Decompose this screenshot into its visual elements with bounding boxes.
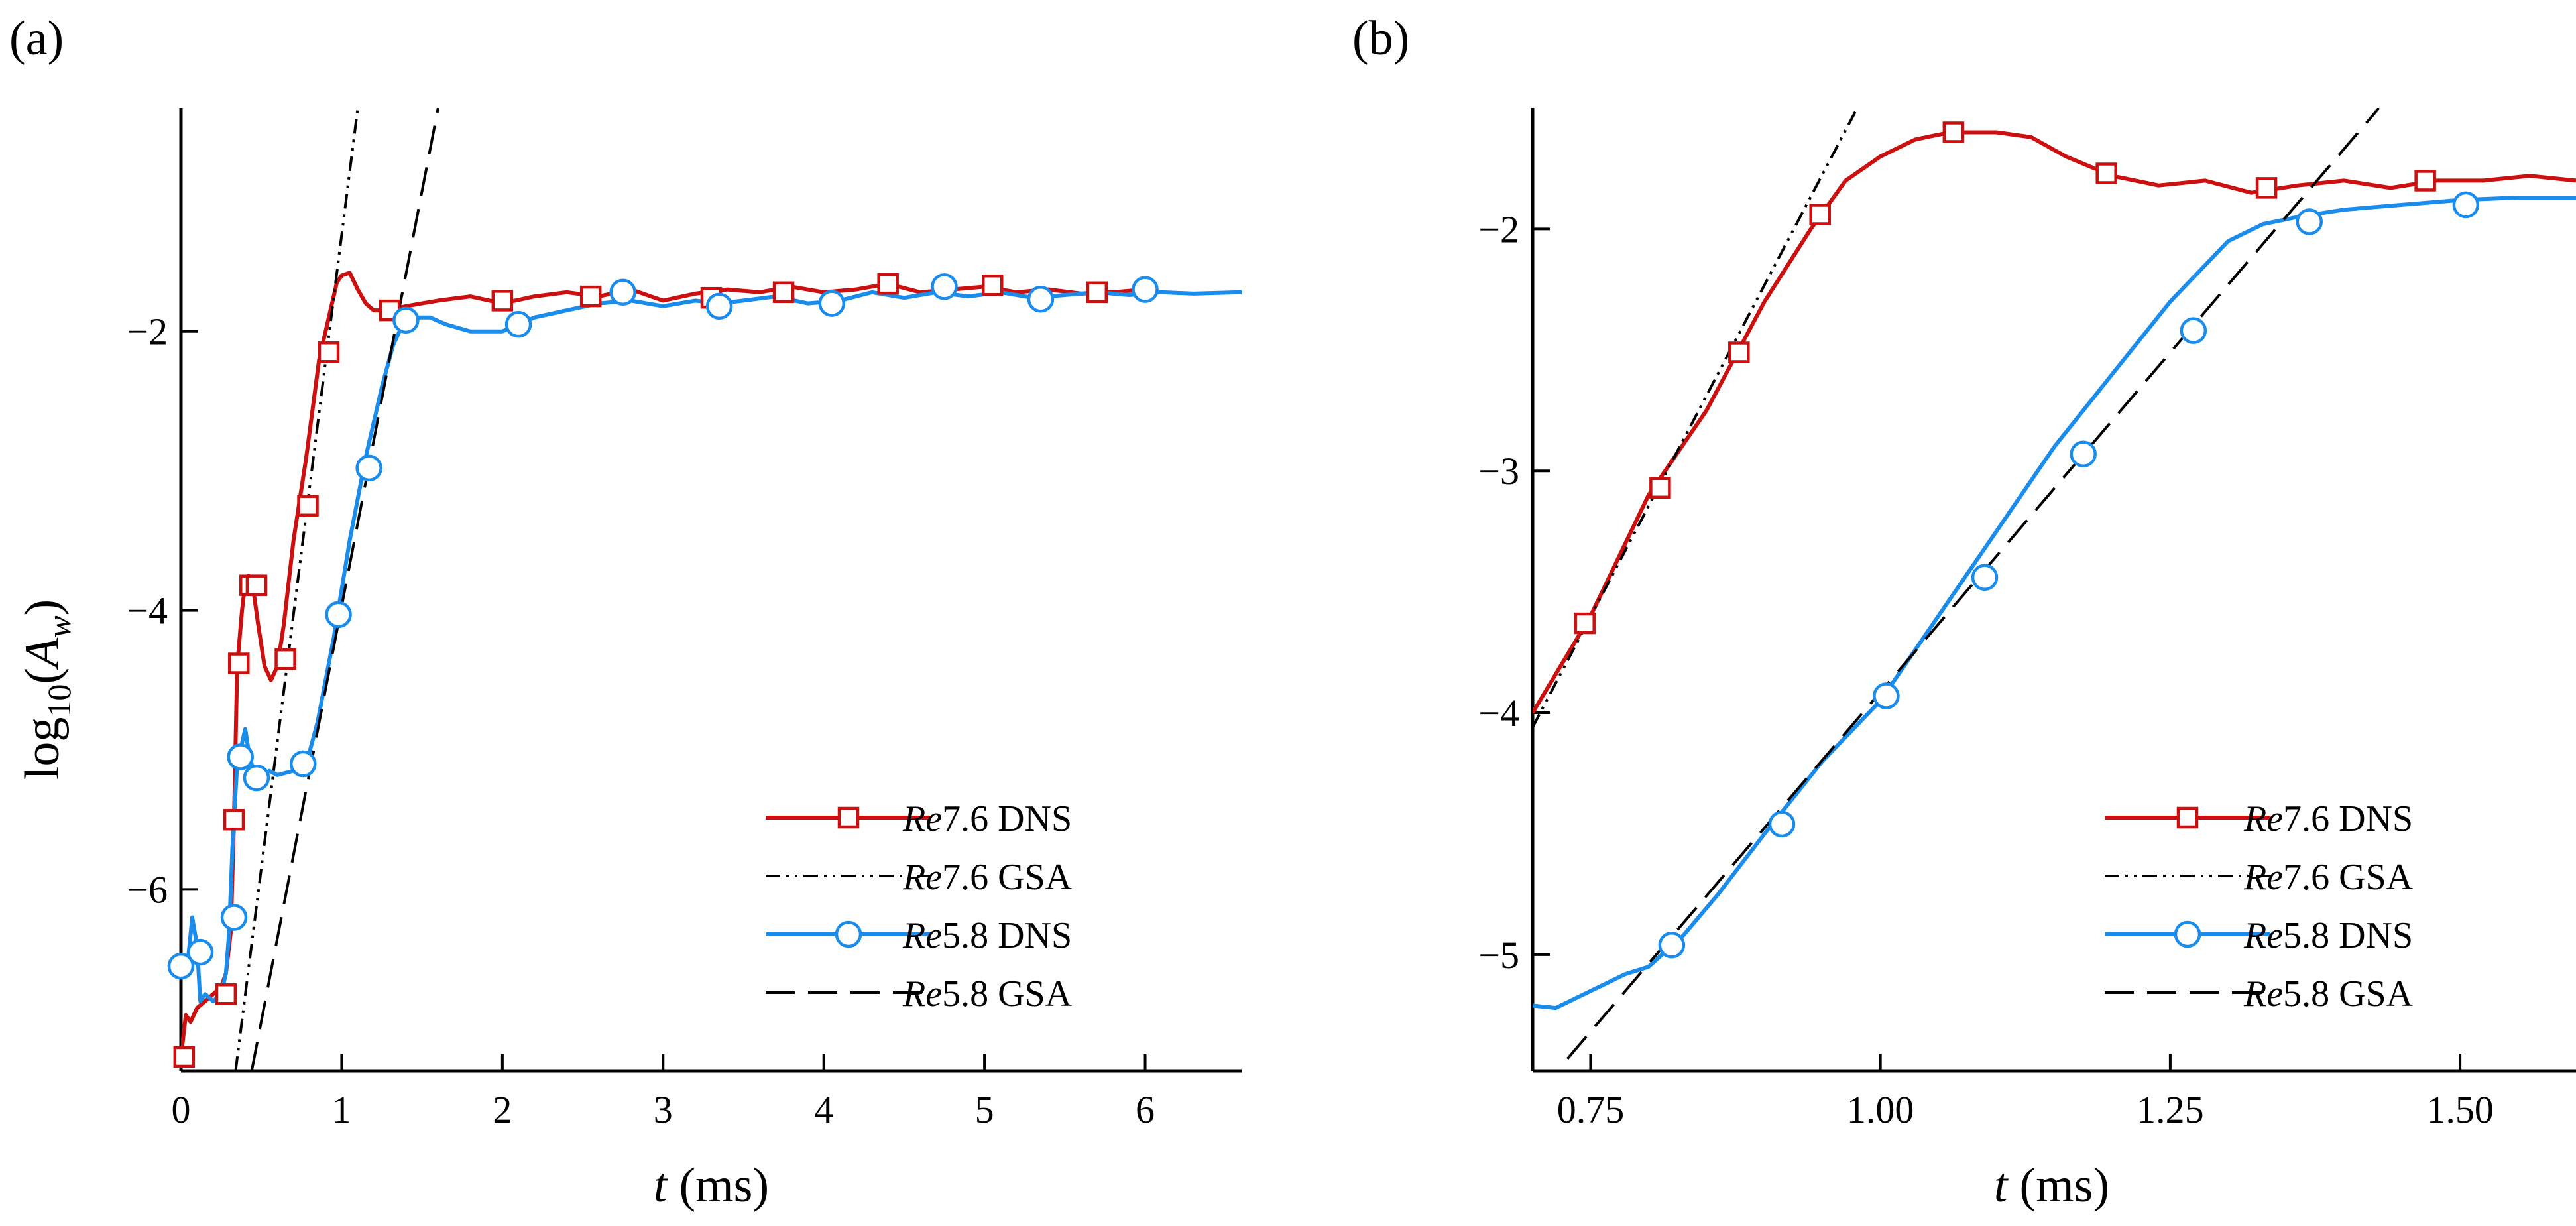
legend-label: Re5.8 GSA bbox=[902, 973, 1073, 1014]
x-axis-label-a: t (ms) bbox=[654, 1158, 769, 1213]
y-tick-label: −5 bbox=[1478, 934, 1519, 977]
series-marker bbox=[186, 938, 214, 966]
series-marker bbox=[220, 904, 248, 931]
series-marker bbox=[355, 454, 382, 482]
panel-b-label: (b) bbox=[1352, 11, 1409, 66]
series-marker bbox=[772, 281, 795, 304]
series-line bbox=[1533, 108, 1859, 728]
y-tick-label: −4 bbox=[1478, 692, 1519, 735]
y-tick-label: −6 bbox=[127, 868, 168, 911]
plot-area bbox=[1533, 108, 2576, 1060]
y-tick-label: −4 bbox=[127, 589, 168, 633]
x-tick-label: 5 bbox=[975, 1088, 994, 1131]
series-line bbox=[1533, 196, 2576, 1011]
series-marker bbox=[1027, 286, 1055, 313]
series-marker bbox=[705, 292, 733, 320]
y-axis-label: log10(Aw) bbox=[15, 599, 78, 780]
series-marker bbox=[223, 808, 245, 831]
series-marker bbox=[579, 285, 602, 308]
series-marker bbox=[931, 273, 958, 300]
x-tick-label: 6 bbox=[1136, 1088, 1155, 1131]
series-marker bbox=[289, 750, 317, 778]
y-tick-label: −3 bbox=[1478, 450, 1519, 493]
series-marker bbox=[504, 310, 532, 338]
series-marker bbox=[245, 574, 268, 596]
x-tick-label: 1.50 bbox=[2426, 1088, 2494, 1131]
series-marker bbox=[609, 278, 636, 306]
legend-label: Re7.6 DNS bbox=[2243, 798, 2413, 839]
legend-marker bbox=[835, 920, 862, 948]
series-line bbox=[181, 290, 1242, 1003]
series-marker bbox=[1086, 281, 1108, 304]
series-marker bbox=[2414, 170, 2436, 192]
x-tick-label: 1.00 bbox=[1847, 1088, 1914, 1131]
x-tick-label: 2 bbox=[493, 1088, 512, 1131]
y-tick-label: −2 bbox=[127, 310, 168, 353]
panel-a-label: (a) bbox=[9, 11, 64, 66]
legend-label: Re5.8 DNS bbox=[2243, 915, 2413, 956]
x-tick-label: 1.25 bbox=[2137, 1088, 2204, 1131]
series-marker bbox=[1658, 932, 1686, 959]
series-marker bbox=[392, 306, 420, 334]
x-tick-label: 0.75 bbox=[1557, 1088, 1625, 1131]
series-marker bbox=[877, 273, 899, 295]
series-marker bbox=[1649, 477, 1671, 499]
series-marker bbox=[1574, 612, 1596, 635]
legend-b: Re7.6 DNS Re7.6 GSA Re5.8 DNS Re5.8 GSA bbox=[2105, 798, 2414, 1014]
series-marker bbox=[1132, 276, 1159, 303]
series-marker bbox=[325, 601, 352, 629]
y-tick-label: −2 bbox=[1478, 208, 1519, 251]
legend-a: Re7.6 DNS Re7.6 GSA Re5.8 DNS Re5.8 GSA bbox=[766, 798, 1073, 1014]
series-marker bbox=[1873, 682, 1900, 709]
plot-area bbox=[181, 108, 1242, 1071]
series-marker bbox=[1809, 204, 1831, 225]
series-marker bbox=[2452, 191, 2480, 219]
series-marker bbox=[981, 275, 1004, 296]
series-line bbox=[1533, 130, 2576, 714]
series-marker bbox=[173, 1046, 196, 1068]
series-marker bbox=[1942, 121, 1965, 143]
legend-label: Re7.6 GSA bbox=[902, 857, 1073, 898]
series-marker bbox=[2296, 208, 2323, 235]
series-marker bbox=[2255, 177, 2278, 199]
series-marker bbox=[297, 495, 319, 517]
series-line bbox=[1566, 108, 2380, 1060]
x-tick-label: 0 bbox=[172, 1088, 191, 1131]
series-marker bbox=[1728, 341, 1750, 363]
legend-marker bbox=[2174, 920, 2201, 948]
series-marker bbox=[491, 290, 514, 312]
series-marker bbox=[215, 983, 237, 1005]
series-marker bbox=[818, 290, 846, 317]
series-marker bbox=[2070, 440, 2097, 467]
legend-marker bbox=[837, 806, 860, 829]
x-tick-label: 3 bbox=[654, 1088, 673, 1131]
x-tick-label: 4 bbox=[814, 1088, 833, 1131]
series-line bbox=[250, 108, 439, 1071]
legend-label: Re5.8 DNS bbox=[902, 915, 1072, 956]
series-marker bbox=[2180, 317, 2207, 344]
legend-marker bbox=[2176, 806, 2199, 829]
x-tick-label: 1 bbox=[332, 1088, 351, 1131]
series-marker bbox=[243, 764, 270, 792]
legend-label: Re5.8 GSA bbox=[2243, 973, 2414, 1014]
legend-label: Re7.6 GSA bbox=[2243, 857, 2414, 898]
series-marker bbox=[274, 648, 296, 670]
series-marker bbox=[1971, 564, 1999, 591]
legend-label: Re7.6 DNS bbox=[902, 798, 1072, 839]
series-marker bbox=[318, 341, 340, 363]
panel-b: (b) t (ms) Re7.6 DNS Re7.6 GSA Re5.8 DNS Re5… bbox=[1352, 11, 2576, 1213]
series-marker bbox=[228, 652, 250, 674]
series-marker bbox=[227, 743, 254, 770]
series-marker bbox=[2095, 162, 2117, 184]
series-line bbox=[234, 108, 359, 1071]
x-axis-label-b: t (ms) bbox=[1994, 1158, 2109, 1213]
series-marker bbox=[167, 952, 195, 980]
series-marker bbox=[1768, 810, 1796, 838]
